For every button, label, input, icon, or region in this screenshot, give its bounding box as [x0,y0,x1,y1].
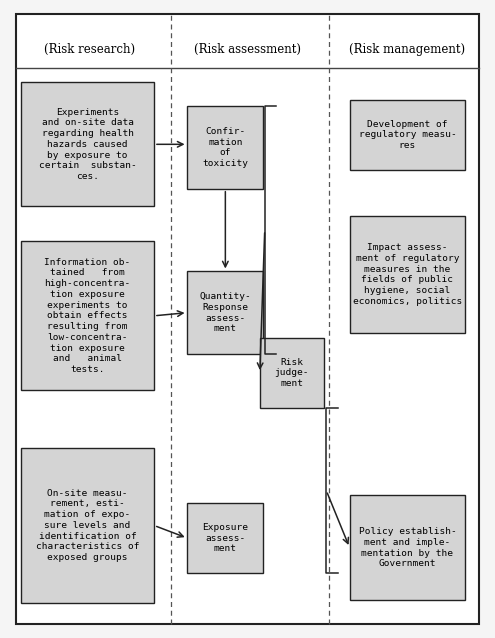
Text: Development of
regulatory measu-
res: Development of regulatory measu- res [358,119,456,150]
Text: (Risk management): (Risk management) [349,43,465,56]
FancyBboxPatch shape [21,82,154,206]
Text: (Risk research): (Risk research) [45,43,136,56]
Text: Confir-
mation
of
toxicity: Confir- mation of toxicity [202,127,248,168]
FancyBboxPatch shape [187,106,263,189]
Text: (Risk assessment): (Risk assessment) [194,43,301,56]
FancyBboxPatch shape [187,503,263,573]
Text: Exposure
assess-
ment: Exposure assess- ment [202,523,248,553]
Text: Information ob-
tained   from
high-concentra-
tion exposure
experiments to
obtai: Information ob- tained from high-concent… [45,258,131,374]
FancyBboxPatch shape [21,448,154,604]
Text: Quantity-
Response
assess-
ment: Quantity- Response assess- ment [199,292,251,333]
Text: Risk
judge-
ment: Risk judge- ment [275,358,309,389]
FancyBboxPatch shape [187,271,263,354]
Text: Impact assess-
ment of regulatory
measures in the
fields of public
hygiene, soci: Impact assess- ment of regulatory measur… [353,243,462,306]
Text: Policy establish-
ment and imple-
mentation by the
Government: Policy establish- ment and imple- mentat… [358,527,456,568]
FancyBboxPatch shape [349,495,465,600]
FancyBboxPatch shape [21,241,154,390]
FancyBboxPatch shape [349,100,465,170]
FancyBboxPatch shape [260,338,324,408]
Text: On-site measu-
rement, esti-
mation of expo-
sure levels and
identification of
c: On-site measu- rement, esti- mation of e… [36,489,139,562]
Text: Experiments
and on-site data
regarding health
hazards caused
by exposure to
cert: Experiments and on-site data regarding h… [39,108,137,181]
FancyBboxPatch shape [349,216,465,333]
